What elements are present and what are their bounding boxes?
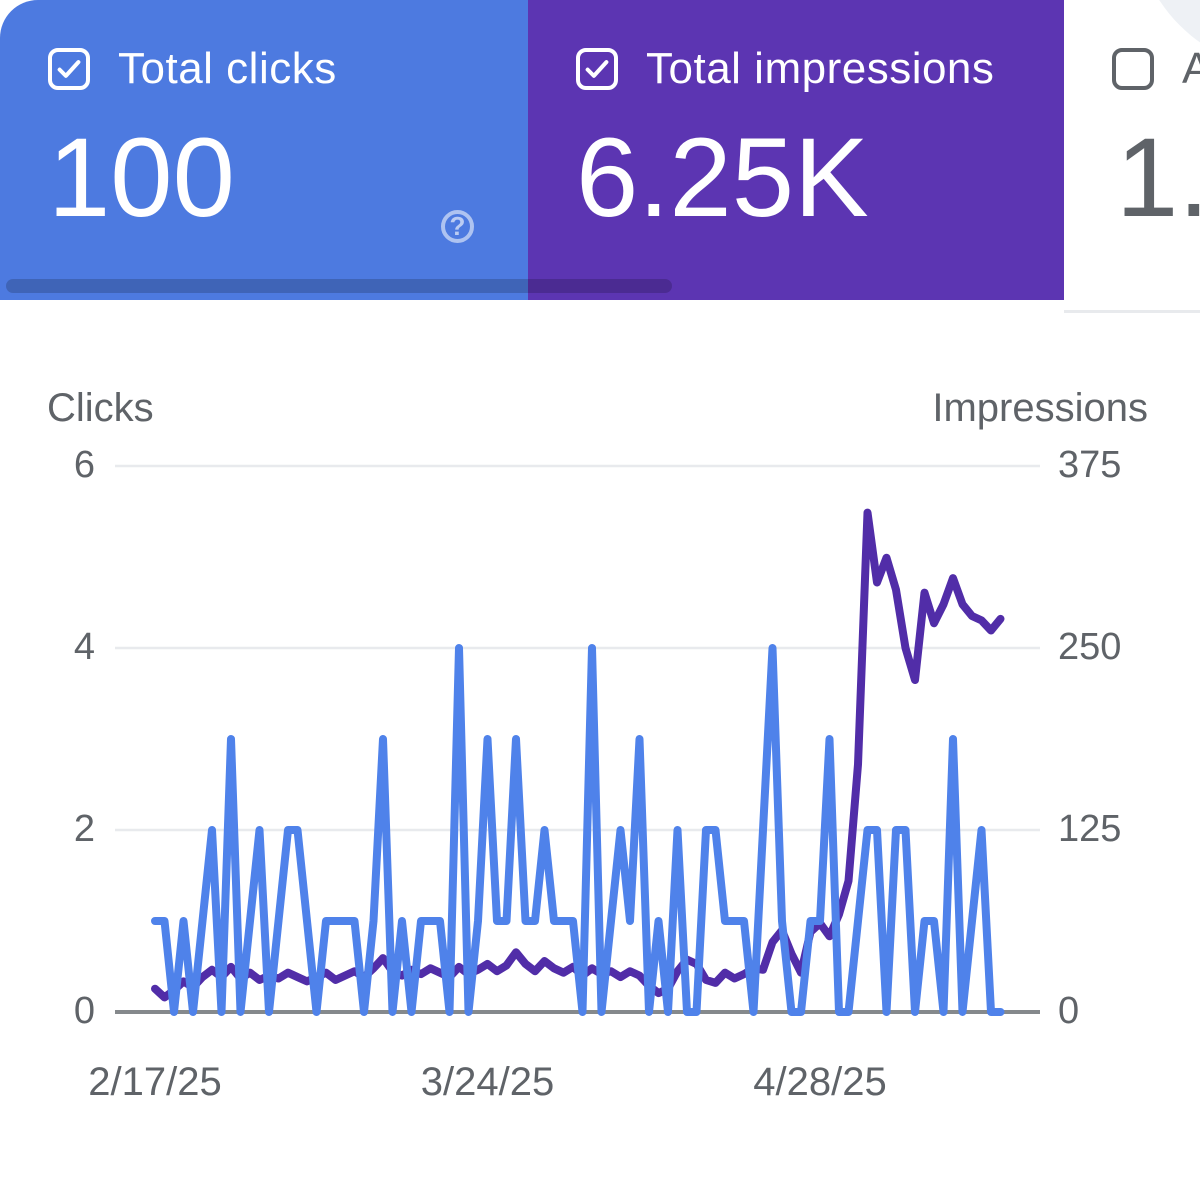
help-icon[interactable]: ? — [441, 210, 474, 243]
total-impressions-card[interactable]: Total impressions 6.25K ? — [528, 0, 1064, 300]
metric-cards-row: Total clicks 100 ? Total impressions 6.2… — [0, 0, 1200, 316]
x-axis-date-label: 4/28/25 — [753, 1060, 887, 1104]
x-axis-date-label: 3/24/25 — [420, 1060, 555, 1104]
y-left-tick: 0 — [73, 990, 95, 1032]
impressions-axis-title: Impressions — [932, 386, 1148, 430]
clicks-axis-title: Clicks — [47, 386, 154, 430]
chart-canvas[interactable] — [0, 316, 1200, 1200]
average-ctr-checkbox[interactable] — [1112, 48, 1154, 90]
checkmark-icon — [57, 60, 81, 78]
performance-chart[interactable]: Clicks Impressions 0 2 4 6 0 125 250 375 2/17/25… — [0, 316, 1200, 1200]
x-axis-date-label: 2/17/25 — [88, 1060, 222, 1104]
total-clicks-label: Total clicks — [118, 44, 337, 93]
y-right-tick: 250 — [1058, 626, 1122, 668]
cards-scrollbar-thumb[interactable] — [6, 279, 672, 293]
total-impressions-checkbox[interactable] — [576, 48, 618, 90]
average-ctr-value: 1. — [1116, 115, 1200, 240]
average-ctr-label: A — [1182, 44, 1200, 94]
total-clicks-checkbox[interactable] — [48, 48, 90, 90]
y-left-tick: 6 — [73, 444, 95, 486]
average-ctr-card[interactable]: A 1. — [1064, 0, 1200, 313]
y-right-tick: 0 — [1058, 990, 1080, 1032]
y-left-tick: 4 — [73, 626, 95, 668]
total-impressions-value: 6.25K — [576, 115, 869, 240]
clicks-series-line — [151, 644, 1005, 1016]
total-clicks-card[interactable]: Total clicks 100 ? — [0, 0, 528, 300]
y-right-tick: 125 — [1058, 808, 1122, 850]
y-left-tick: 2 — [73, 808, 95, 850]
checkmark-icon — [585, 60, 609, 78]
total-impressions-label: Total impressions — [646, 44, 995, 93]
total-clicks-value: 100 — [48, 115, 235, 240]
y-right-tick: 375 — [1058, 444, 1122, 486]
